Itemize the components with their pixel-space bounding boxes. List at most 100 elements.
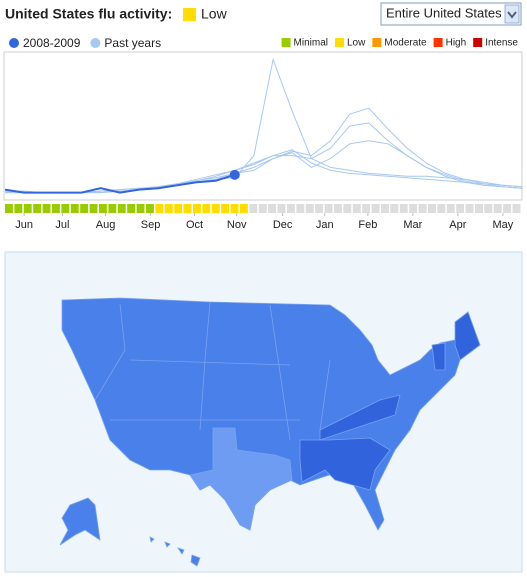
activity-cell [193, 204, 201, 213]
activity-cell [437, 204, 446, 213]
vermont [431, 342, 446, 371]
activity-cell [117, 204, 126, 213]
activity-cell [446, 204, 455, 213]
level-swatch [183, 8, 196, 21]
activity-cell [381, 204, 389, 213]
kentucky-virginia [319, 394, 401, 441]
activity-cell [240, 204, 248, 213]
activity-cell [352, 204, 361, 213]
activity-cell [390, 204, 399, 213]
activity-cell [268, 204, 277, 213]
maine [454, 311, 481, 361]
activity-cell [305, 204, 314, 213]
activity-cell [493, 204, 502, 213]
x-tick-label: Apr [449, 219, 466, 231]
activity-cell [362, 204, 371, 213]
activity-cell [484, 204, 493, 213]
title: United States flu activity: [5, 6, 172, 22]
region-select[interactable]: Entire United States [380, 2, 522, 26]
activity-cell [503, 204, 512, 213]
activity-cell [230, 204, 239, 213]
x-tick-label: Mar [403, 219, 422, 231]
level-legend-label: Intense [485, 38, 518, 49]
legend-label: 2008-2009 [23, 36, 81, 50]
activity-cell [164, 204, 173, 213]
activity-cell [399, 204, 408, 213]
activity-cell [465, 204, 474, 213]
activity-cell [296, 204, 305, 213]
x-tick-label: Nov [227, 219, 247, 231]
level-legend-swatch [473, 38, 483, 47]
current-line [4, 173, 236, 194]
alaska [59, 497, 101, 546]
activity-cell [42, 204, 51, 213]
level-legend-swatch [335, 38, 344, 47]
activity-cell [183, 204, 192, 213]
level-legend-swatch [372, 38, 382, 47]
activity-cell [155, 204, 164, 213]
activity-cell [249, 204, 258, 213]
us-map [59, 297, 481, 567]
level-legend-swatch [433, 38, 443, 47]
activity-cell [211, 204, 220, 213]
select-text[interactable]: Entire United States [386, 5, 502, 20]
activity-cell [371, 204, 380, 213]
activity-cell [343, 204, 352, 213]
x-tick-label: Jun [15, 219, 33, 231]
x-tick-label: Aug [96, 219, 116, 231]
activity-cell [14, 204, 23, 213]
past-year-line [4, 107, 523, 194]
x-tick-label: Oct [186, 219, 203, 231]
activity-cell [324, 204, 333, 213]
level-legend-label: Minimal [294, 38, 328, 49]
activity-cell [258, 204, 267, 213]
activity-cell [334, 204, 342, 213]
activity-cell [418, 204, 427, 213]
activity-cell [287, 204, 295, 213]
activity-cell [5, 204, 13, 213]
activity-cell [409, 204, 418, 213]
activity-cell [428, 204, 436, 213]
activity-cell [23, 204, 32, 213]
activity-cell [80, 204, 89, 213]
select-box[interactable] [380, 2, 522, 26]
activity-cell [89, 204, 98, 213]
level-legend-label: High [446, 38, 467, 49]
activity-cell [61, 204, 70, 213]
activity-cell [99, 204, 107, 213]
legend-dot [90, 38, 101, 48]
select-arrow[interactable] [504, 4, 520, 24]
current-point [229, 169, 240, 180]
x-tick-label: Feb [358, 219, 377, 231]
activity-cell [108, 204, 117, 213]
x-tick-label: May [492, 219, 513, 231]
activity-cell [456, 204, 465, 213]
plot-frame [3, 51, 523, 201]
x-tick-label: Jan [316, 219, 334, 231]
activity-cell [174, 204, 183, 213]
level: Low [201, 6, 228, 22]
arrow-icon [507, 11, 517, 19]
activity-cell [315, 204, 324, 213]
activity-cell [136, 204, 145, 213]
activity-cell [52, 204, 60, 213]
legend-label: Past years [104, 36, 161, 50]
activity-cell [70, 204, 79, 213]
texas [189, 427, 293, 531]
activity-cell [146, 204, 154, 213]
activity-cell [277, 204, 286, 213]
lower-48 [61, 297, 481, 531]
x-tick-label: Dec [273, 219, 293, 231]
level-legend-label: Moderate [384, 38, 427, 49]
past-year-line [5, 140, 523, 194]
level-legend-label: Low [347, 38, 366, 49]
activity-cell [475, 204, 483, 213]
legend-dot [9, 38, 19, 48]
activity-cell [33, 204, 42, 213]
activity-cell [221, 204, 230, 213]
borders [94, 301, 331, 441]
hawaii [149, 536, 201, 567]
activity-cell [512, 204, 521, 213]
